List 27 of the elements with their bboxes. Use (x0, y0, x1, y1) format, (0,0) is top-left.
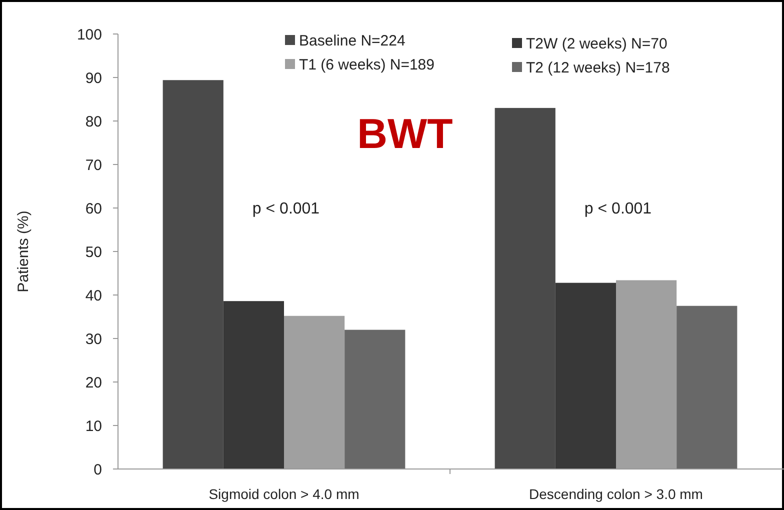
y-tick-label: 30 (85, 330, 102, 348)
y-axis-title: Patients (%) (15, 210, 32, 292)
y-tick-label: 10 (85, 418, 102, 435)
x-tick-label: Sigmoid colon > 4.0 mm (208, 486, 360, 502)
bar (676, 306, 738, 469)
text: BWT (357, 110, 454, 157)
legend-label: T2 (12 weeks) N=178 (526, 59, 670, 76)
bar (344, 330, 406, 469)
legend-label: T1 (6 weeks) N=189 (299, 56, 434, 74)
bar (162, 80, 224, 469)
y-tick-label: 0 (94, 461, 102, 478)
y-tick-label: 60 (85, 200, 102, 218)
x-tick-label: Descending colon > 3.0 mm (529, 486, 703, 502)
y-tick-label: 50 (85, 244, 102, 261)
bar (223, 301, 284, 469)
y-tick-label: 20 (85, 374, 102, 392)
legend-label: T2W (2 weeks) N=70 (526, 35, 668, 52)
annotation: p < 0.001 (252, 200, 320, 218)
bar (494, 108, 556, 469)
y-tick-label: 80 (85, 113, 102, 130)
annotation: p < 0.001 (584, 200, 652, 218)
bar (555, 282, 616, 469)
y-tick-label: 40 (85, 287, 102, 304)
legend-label: Baseline N=224 (299, 32, 406, 50)
y-tick-label: 90 (85, 70, 102, 87)
y-tick-label: 70 (85, 156, 102, 174)
y-tick-label: 100 (76, 26, 102, 44)
